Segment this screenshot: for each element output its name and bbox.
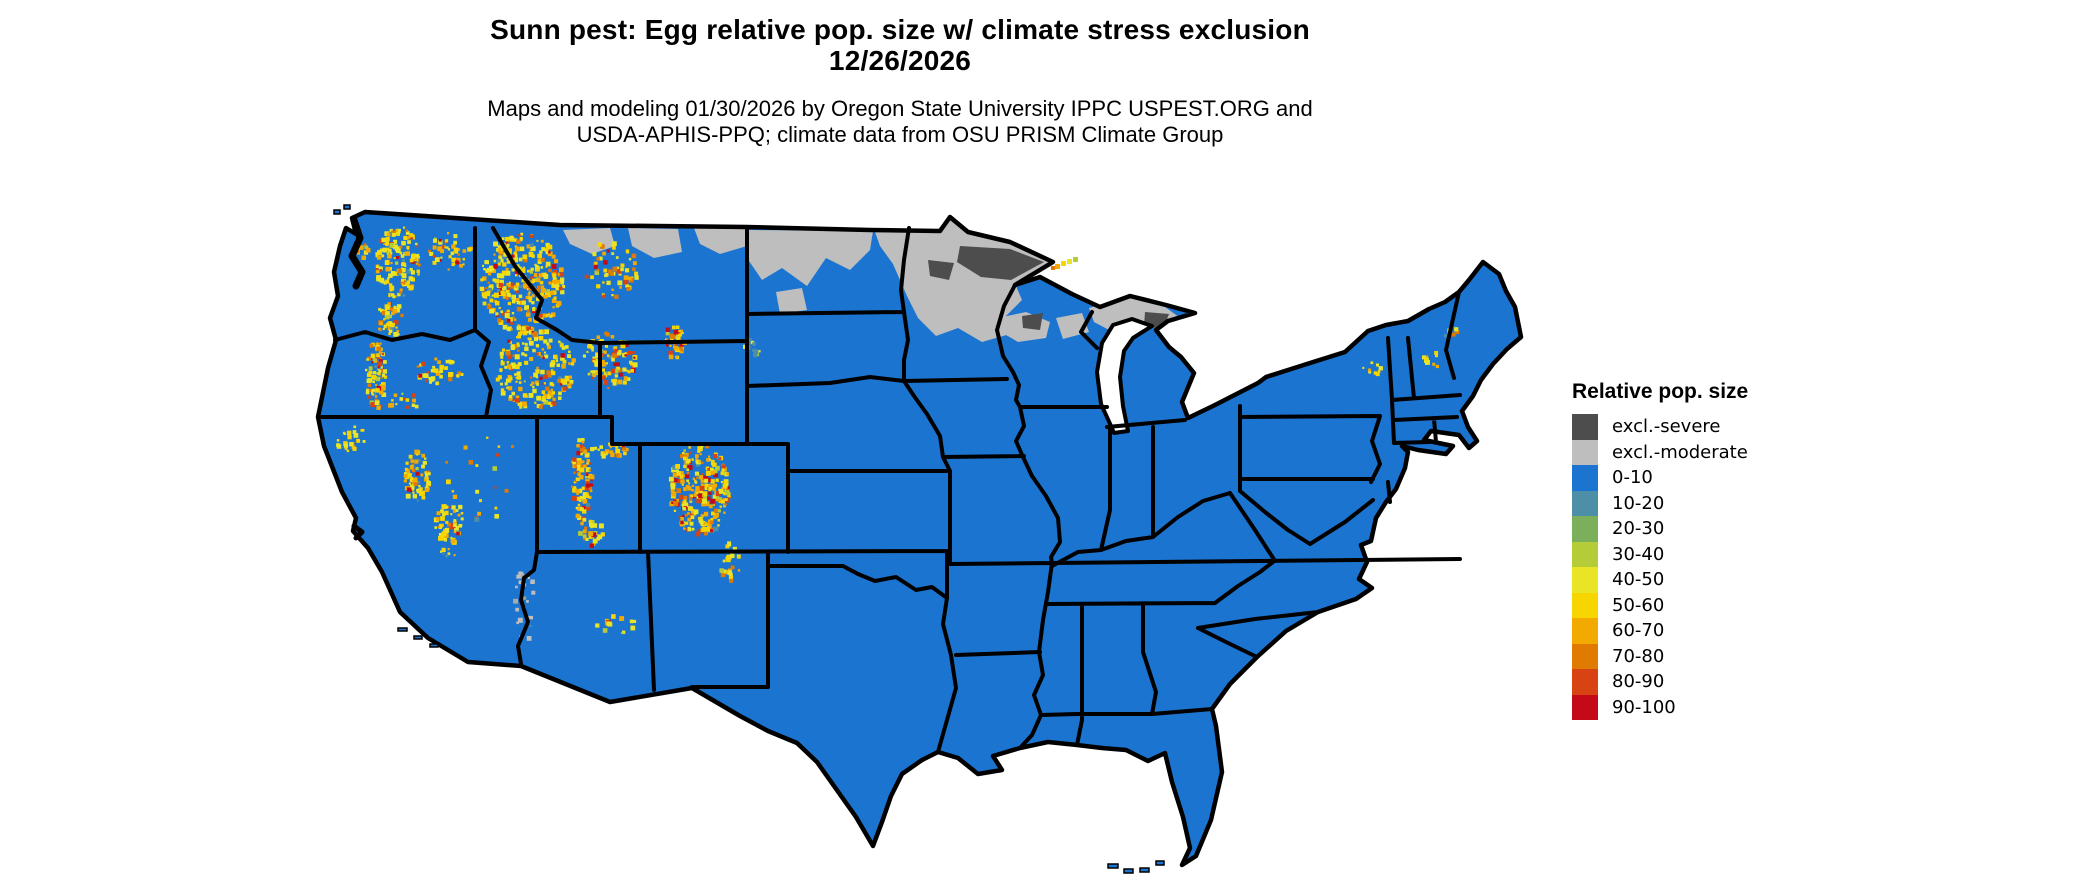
map-subtitle: Maps and modeling 01/30/2026 by Oregon S… (0, 96, 1800, 148)
legend-label: 0-10 (1612, 467, 1653, 489)
legend-swatch (1572, 465, 1598, 491)
legend-swatch (1572, 694, 1598, 720)
conus-land (318, 212, 1521, 865)
legend-swatch (1572, 490, 1598, 516)
legend-entry: 90-100 (1572, 694, 1872, 720)
legend-label: 90-100 (1612, 696, 1676, 718)
legend-label: 50-60 (1612, 594, 1665, 616)
florida-keys (1107, 860, 1165, 874)
legend-rows: excl.-severe excl.-moderate 0-10 10-20 20-30… (1572, 414, 1872, 720)
puget-sound-inlets (348, 216, 366, 290)
legend-entry: 10-20 (1572, 490, 1872, 516)
isle-royale-dots (1051, 257, 1078, 270)
legend-swatch (1572, 618, 1598, 644)
legend-entry: 0-10 (1572, 465, 1872, 491)
legend-entry: 40-50 (1572, 567, 1872, 593)
legend-title: Relative pop. size (1572, 380, 1749, 403)
legend-label: 70-80 (1612, 645, 1665, 667)
legend-entry: 20-30 (1572, 516, 1872, 542)
population-speckles-layer (336, 226, 1460, 641)
exclusion-severe-region (928, 246, 1169, 330)
header-block: Sunn pest: Egg relative pop. size w/ cli… (0, 14, 1800, 148)
legend-swatch (1572, 516, 1598, 542)
lake-michigan (1095, 317, 1154, 435)
legend-label: 40-50 (1612, 569, 1665, 591)
channel-islands (397, 627, 439, 648)
us-map-container (310, 200, 1560, 880)
legend-entry: 30-40 (1572, 541, 1872, 567)
legend-label: 20-30 (1612, 518, 1665, 540)
conus-outline (315, 209, 1524, 868)
map-title-line1: Sunn pest: Egg relative pop. size w/ cli… (490, 14, 1310, 45)
legend-label: 60-70 (1612, 620, 1665, 642)
legend-swatch (1572, 643, 1598, 669)
map-subtitle-line2: USDA-APHIS-PPQ; climate data from OSU PR… (576, 122, 1224, 147)
legend-swatch (1572, 669, 1598, 695)
legend-swatch (1572, 439, 1598, 465)
us-map (315, 204, 1524, 874)
map-title-line2: 12/26/2026 (828, 45, 972, 76)
legend-swatch (1572, 567, 1598, 593)
legend-label: 10-20 (1612, 492, 1665, 514)
state-borders (316, 225, 1462, 754)
legend-entry: excl.-moderate (1572, 439, 1872, 465)
legend: Relative pop. size excl.-severe excl.-mod… (1572, 380, 1872, 720)
legend-entry: 70-80 (1572, 643, 1872, 669)
legend-swatch (1572, 414, 1598, 440)
salish-sea-islands (333, 204, 351, 215)
legend-entry: 50-60 (1572, 592, 1872, 618)
legend-swatch (1572, 541, 1598, 567)
legend-label: excl.-moderate (1612, 441, 1748, 463)
legend-entry: 80-90 (1572, 669, 1872, 695)
legend-entry: 60-70 (1572, 618, 1872, 644)
san-francisco-bay (351, 523, 365, 541)
map-subtitle-line1: Maps and modeling 01/30/2026 by Oregon S… (487, 96, 1313, 121)
legend-entry: excl.-severe (1572, 414, 1872, 440)
legend-label: 30-40 (1612, 543, 1665, 565)
legend-label: 80-90 (1612, 671, 1665, 693)
legend-swatch (1572, 592, 1598, 618)
legend-label: excl.-severe (1612, 416, 1721, 438)
